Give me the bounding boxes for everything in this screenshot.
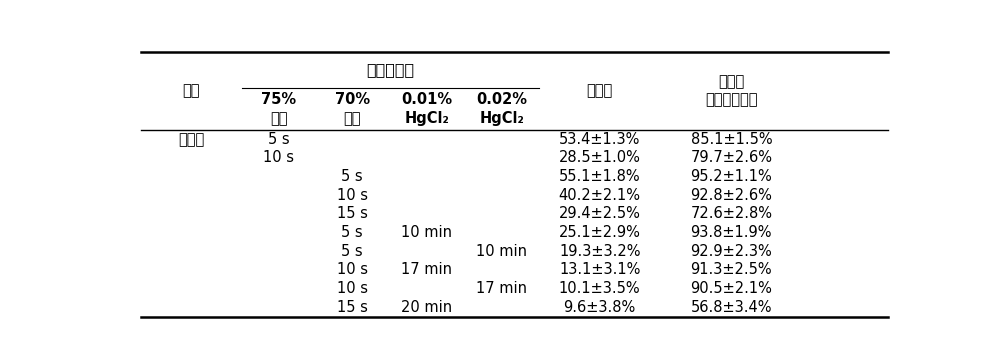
Text: 5 s: 5 s xyxy=(268,132,290,147)
Text: 15 s: 15 s xyxy=(337,300,368,315)
Text: 28.5±1.0%: 28.5±1.0% xyxy=(559,150,641,165)
Text: 56.8±3.4%: 56.8±3.4% xyxy=(691,300,772,315)
Text: 10 min: 10 min xyxy=(476,244,527,259)
Text: 10 s: 10 s xyxy=(263,150,294,165)
Text: 93.8±1.9%: 93.8±1.9% xyxy=(691,225,772,240)
Text: 10 s: 10 s xyxy=(337,188,368,203)
Text: 9.6±3.8%: 9.6±3.8% xyxy=(564,300,636,315)
Text: 72.6±2.8%: 72.6±2.8% xyxy=(690,206,772,222)
Text: 40.2±2.1%: 40.2±2.1% xyxy=(559,188,641,203)
Text: 0.02%
HgCl₂: 0.02% HgCl₂ xyxy=(476,92,527,126)
Text: 5 s: 5 s xyxy=(341,169,363,184)
Text: 5 s: 5 s xyxy=(341,244,363,259)
Text: 诱导率
（细胞活力）: 诱导率 （细胞活力） xyxy=(705,74,758,108)
Text: 毛建草: 毛建草 xyxy=(178,132,204,147)
Text: 75%
酒精: 75% 酒精 xyxy=(261,92,296,126)
Text: 85.1±1.5%: 85.1±1.5% xyxy=(691,132,772,147)
Text: 0.01%
HgCl₂: 0.01% HgCl₂ xyxy=(401,92,452,126)
Text: 10.1±3.5%: 10.1±3.5% xyxy=(559,281,641,296)
Text: 95.2±1.1%: 95.2±1.1% xyxy=(690,169,772,184)
Text: 53.4±1.3%: 53.4±1.3% xyxy=(559,132,640,147)
Text: 处理及时间: 处理及时间 xyxy=(366,62,414,77)
Text: 92.9±2.3%: 92.9±2.3% xyxy=(690,244,772,259)
Text: 13.1±3.1%: 13.1±3.1% xyxy=(559,262,640,277)
Text: 10 s: 10 s xyxy=(337,262,368,277)
Text: 污染率: 污染率 xyxy=(587,83,613,98)
Text: 17 min: 17 min xyxy=(401,262,452,277)
Text: 10 min: 10 min xyxy=(401,225,452,240)
Text: 90.5±2.1%: 90.5±2.1% xyxy=(690,281,772,296)
Text: 25.1±2.9%: 25.1±2.9% xyxy=(559,225,641,240)
Text: 79.7±2.6%: 79.7±2.6% xyxy=(690,150,772,165)
Text: 70%
酒精: 70% 酒精 xyxy=(335,92,370,126)
Text: 样品: 样品 xyxy=(183,83,200,98)
Text: 20 min: 20 min xyxy=(401,300,452,315)
Text: 5 s: 5 s xyxy=(341,225,363,240)
Text: 91.3±2.5%: 91.3±2.5% xyxy=(691,262,772,277)
Text: 92.8±2.6%: 92.8±2.6% xyxy=(690,188,772,203)
Text: 17 min: 17 min xyxy=(476,281,527,296)
Text: 15 s: 15 s xyxy=(337,206,368,222)
Text: 55.1±1.8%: 55.1±1.8% xyxy=(559,169,641,184)
Text: 19.3±3.2%: 19.3±3.2% xyxy=(559,244,640,259)
Text: 29.4±2.5%: 29.4±2.5% xyxy=(559,206,641,222)
Text: 10 s: 10 s xyxy=(337,281,368,296)
